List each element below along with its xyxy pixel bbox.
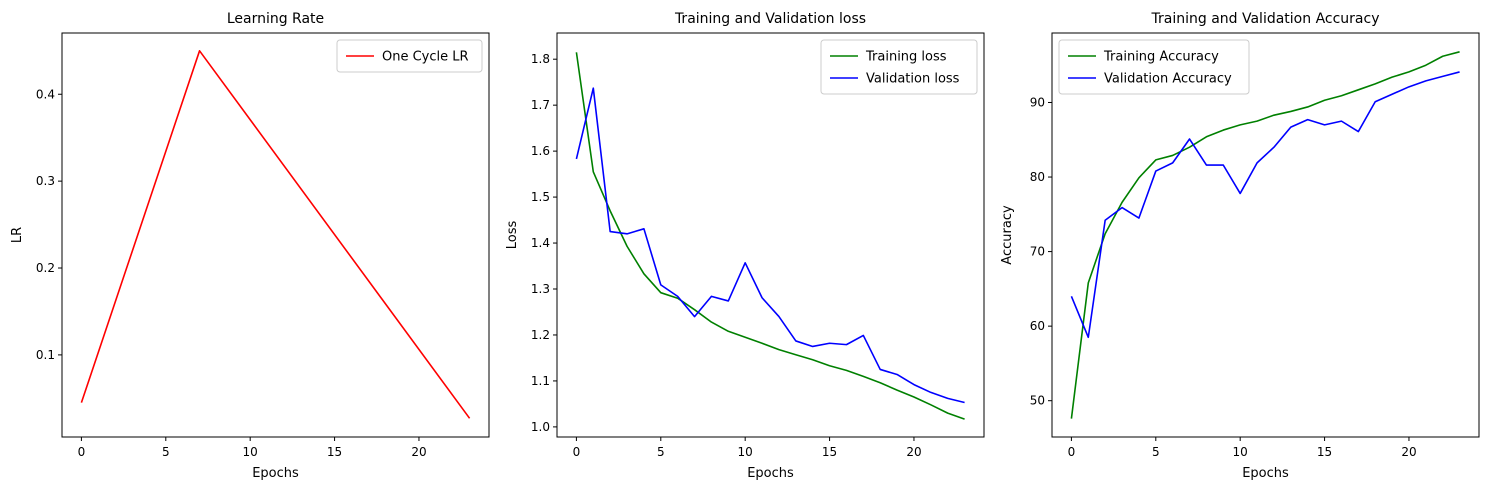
learning-rate-x-tick-label: 10: [243, 445, 258, 459]
accuracy-title: Training and Validation Accuracy: [1151, 11, 1380, 27]
accuracy-x-tick-label: 5: [1152, 445, 1160, 459]
learning-rate-x-tick-label: 15: [327, 445, 342, 459]
accuracy-legend-box: [1058, 39, 1250, 95]
loss-y-tick-label: 1.8: [531, 52, 550, 66]
learning-rate-legend: One Cycle LR: [336, 39, 483, 73]
accuracy-y-tick-label: 70: [1030, 245, 1045, 259]
accuracy-ylabel: Accuracy: [1000, 205, 1015, 265]
learning-rate-y-tick-label: 0.4: [36, 87, 55, 101]
loss-x-tick-label: 0: [573, 445, 581, 459]
learning-rate-chart: 0 5 10 15 20 0.1 0.2 0.3 0.4 Learning Rate Epoch…: [10, 11, 490, 481]
accuracy-y-tick-label: 90: [1030, 95, 1045, 109]
loss-y-tick-label: 1.1: [531, 374, 550, 388]
accuracy-plot-area: [1051, 32, 1480, 438]
accuracy-legend: Training Accuracy Validation Accuracy: [1058, 39, 1250, 95]
loss-x-tick-label: 20: [906, 445, 921, 459]
accuracy-legend-label: Training Accuracy: [1103, 50, 1219, 65]
accuracy-xlabel: Epochs: [1242, 466, 1289, 481]
learning-rate-series-one-cycle-lr-line: [80, 50, 471, 419]
learning-rate-plot-area: [61, 32, 490, 438]
accuracy-legend-label: Validation Accuracy: [1104, 72, 1232, 87]
learning-rate-title: Learning Rate: [227, 11, 324, 27]
loss-title: Training and Validation loss: [674, 11, 866, 27]
loss-plot-area: [556, 32, 985, 438]
learning-rate-y-tick-label: 0.1: [36, 348, 55, 362]
learning-rate-legend-box: [336, 39, 483, 73]
accuracy-series-training-accuracy-line: [1070, 51, 1460, 419]
loss-y-tick-label: 1.2: [531, 328, 550, 342]
loss-y-tick-label: 1.0: [531, 420, 550, 434]
loss-legend-label: Training loss: [865, 50, 947, 65]
learning-rate-xlabel: Epochs: [252, 466, 299, 481]
loss-x-tick-label: 15: [822, 445, 837, 459]
accuracy-x-tick-label: 0: [1068, 445, 1076, 459]
loss-ylabel: Loss: [505, 221, 520, 250]
loss-series-training-loss-line: [575, 52, 965, 420]
accuracy-x-tick-label: 15: [1317, 445, 1332, 459]
learning-rate-ylabel: LR: [10, 227, 25, 243]
accuracy-y-tick-label: 50: [1030, 394, 1045, 408]
learning-rate-x-tick-label: 20: [411, 445, 426, 459]
learning-rate-x-tick-label: 5: [162, 445, 170, 459]
loss-x-tick-label: 5: [657, 445, 665, 459]
accuracy-x-tick-label: 10: [1233, 445, 1248, 459]
loss-y-tick-label: 1.4: [531, 236, 550, 250]
accuracy-series-validation-accuracy-line: [1070, 71, 1460, 339]
accuracy-x-tick-label: 20: [1401, 445, 1416, 459]
learning-rate-y-tick-label: 0.2: [36, 261, 55, 275]
loss-x-tick-label: 10: [738, 445, 753, 459]
loss-legend-box: [820, 39, 978, 95]
learning-rate-x-tick-label: 0: [78, 445, 86, 459]
loss-chart: 0 5 10 15 20 1.0 1.1 1.2 1.3 1.4 1.5 1.6 1.7 1.8 Trai…: [505, 11, 985, 481]
loss-y-tick-label: 1.3: [531, 282, 550, 296]
learning-rate-y-tick-label: 0.3: [36, 174, 55, 188]
loss-legend: Training loss Validation loss: [820, 39, 978, 95]
accuracy-y-tick-label: 60: [1030, 319, 1045, 333]
accuracy-chart: 0 5 10 15 20 50 60 70 80 90 Training and Validati…: [1000, 11, 1480, 481]
loss-y-tick-label: 1.5: [531, 190, 550, 204]
loss-series-validation-loss-line: [575, 87, 965, 404]
learning-rate-legend-label: One Cycle LR: [382, 50, 469, 65]
loss-xlabel: Epochs: [747, 466, 794, 481]
loss-y-tick-label: 1.6: [531, 144, 550, 158]
loss-legend-label: Validation loss: [866, 72, 960, 87]
loss-y-tick-label: 1.7: [531, 98, 550, 112]
accuracy-y-tick-label: 80: [1030, 170, 1045, 184]
